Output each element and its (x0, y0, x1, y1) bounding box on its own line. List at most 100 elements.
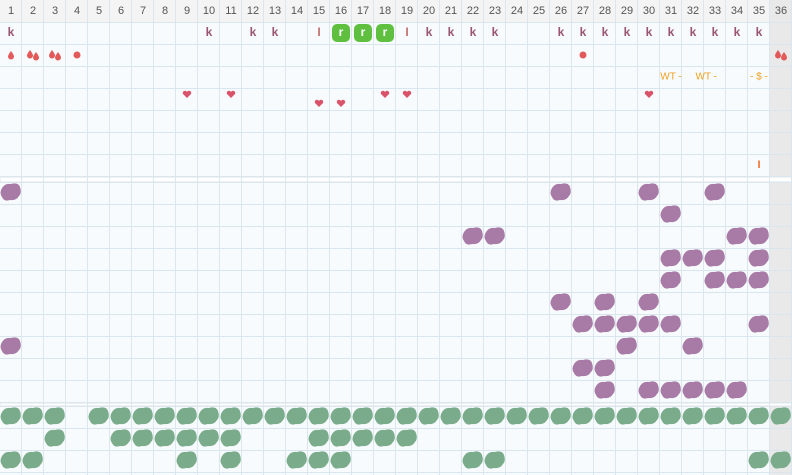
dot-icon (579, 51, 587, 59)
purple-block (726, 271, 747, 289)
last-col-bg (770, 0, 792, 475)
green-block (572, 407, 593, 425)
mark-letter: k (580, 25, 587, 39)
mark-letter: k (602, 25, 609, 39)
purple-block (660, 271, 681, 289)
note: WT - (695, 72, 716, 83)
green-block (726, 407, 747, 425)
day-label: 23 (489, 5, 501, 17)
purple-block (660, 205, 681, 223)
purple-block (0, 183, 21, 201)
green-block (176, 429, 197, 447)
mark-letter: k (734, 25, 741, 39)
heart-icon (644, 90, 654, 98)
day-label: 8 (162, 5, 168, 17)
day-label: 11 (225, 5, 236, 17)
heart-icon (226, 90, 236, 98)
purple-block (594, 381, 615, 399)
mark-letter: k (272, 25, 279, 39)
green-block (132, 429, 153, 447)
green-block (286, 451, 307, 469)
green-block (264, 407, 285, 425)
green-block (198, 429, 219, 447)
purple-block (572, 359, 593, 377)
green-block (110, 429, 131, 447)
day-label: 15 (313, 5, 325, 17)
purple-block (572, 315, 593, 333)
day-label: 33 (709, 5, 721, 17)
green-block (484, 407, 505, 425)
day-label: 27 (577, 5, 589, 17)
day-label: 7 (140, 5, 146, 17)
purple-block (660, 381, 681, 399)
day-label: 22 (467, 5, 479, 17)
mark-letter: k (646, 25, 653, 39)
drop-icon (49, 50, 55, 59)
green-block (374, 407, 395, 425)
green-block (748, 451, 769, 469)
green-block (638, 407, 659, 425)
green-block (242, 407, 263, 425)
green-block (352, 429, 373, 447)
green-block (440, 407, 461, 425)
green-block (748, 407, 769, 425)
day-label: 2 (30, 5, 36, 17)
green-block (44, 429, 65, 447)
heart-icon (380, 90, 390, 98)
day-label: 14 (291, 5, 303, 17)
green-mark (332, 24, 350, 42)
green-block (154, 407, 175, 425)
green-block (484, 451, 505, 469)
green-block (308, 451, 329, 469)
purple-block (550, 183, 571, 201)
green-block (176, 407, 197, 425)
purple-block (726, 381, 747, 399)
purple-block (484, 227, 505, 245)
green-block (22, 407, 43, 425)
mark-letter: k (426, 25, 433, 39)
green-block (0, 451, 21, 469)
purple-block (682, 337, 703, 355)
green-block (616, 407, 637, 425)
mark-letter: k (492, 25, 499, 39)
day-label: 32 (687, 5, 699, 17)
mark-letter: k (250, 25, 257, 39)
day-label: 34 (731, 5, 743, 17)
day-label: 35 (753, 5, 765, 17)
green-mark-letter: r (339, 25, 344, 39)
day-label: 17 (357, 5, 369, 17)
mark-letter: I (757, 159, 760, 171)
day-label: 31 (665, 5, 677, 17)
green-block (286, 407, 307, 425)
purple-block (550, 293, 571, 311)
green-block (418, 407, 439, 425)
green-block (88, 407, 109, 425)
heart-icon (402, 90, 412, 98)
drop-icon (55, 52, 61, 61)
drop-icon (27, 50, 33, 59)
green-block (396, 407, 417, 425)
green-block (176, 451, 197, 469)
purple-block (726, 227, 747, 245)
drop-icon (775, 50, 781, 59)
purple-block (748, 271, 769, 289)
green-block (594, 407, 615, 425)
purple-block (748, 315, 769, 333)
green-block (352, 407, 373, 425)
mark-letter: k (690, 25, 697, 39)
mark-letter: k (558, 25, 565, 39)
green-block (660, 407, 681, 425)
mark-letter: k (624, 25, 631, 39)
day-label: 18 (379, 5, 391, 17)
green-block (506, 407, 527, 425)
purple-block (616, 315, 637, 333)
day-label: 26 (555, 5, 567, 17)
green-block (330, 429, 351, 447)
day-label: 12 (247, 5, 259, 17)
purple-block (638, 293, 659, 311)
green-block (528, 407, 549, 425)
green-block (330, 407, 351, 425)
purple-block (638, 183, 659, 201)
heart-icon (314, 99, 324, 107)
green-block (396, 429, 417, 447)
